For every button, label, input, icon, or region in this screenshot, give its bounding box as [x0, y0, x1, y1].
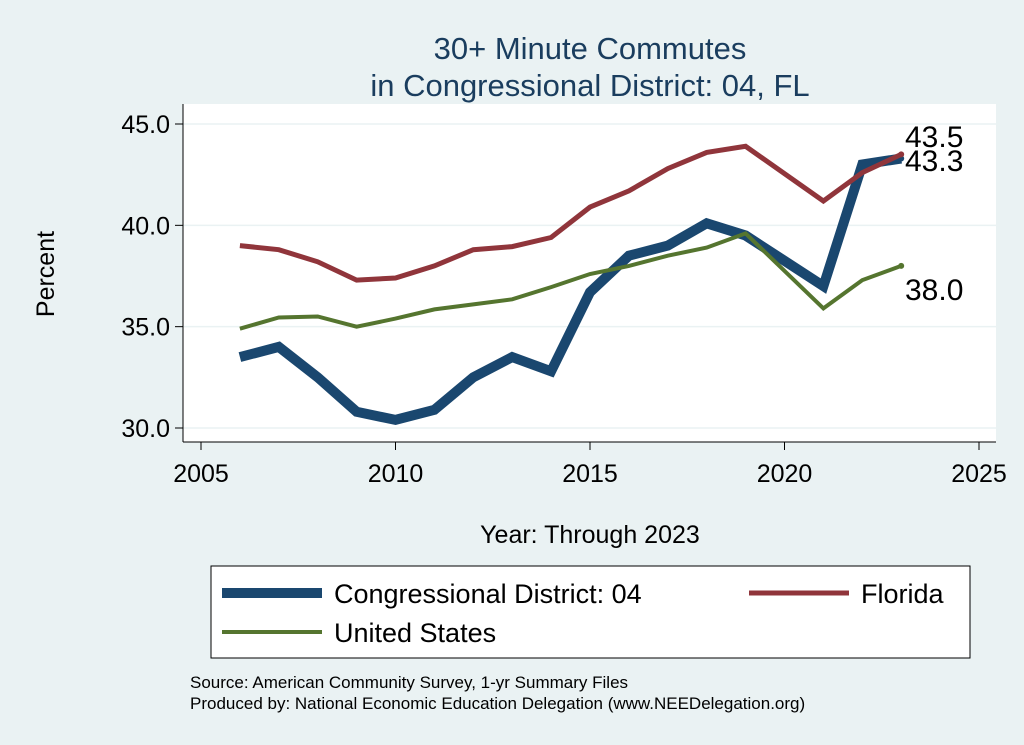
series-end-point-2 [898, 262, 905, 269]
series-end-point-1 [898, 151, 905, 158]
series-line-0 [238, 153, 902, 426]
chart-title-line-2: in Congressional District: 04, FL [370, 68, 809, 103]
end-labels: 43.343.5 38.0 [905, 121, 963, 307]
y-tick-label-40: 40.0 [121, 212, 170, 240]
legend-label-1: Florida [861, 579, 945, 609]
source-line-2: Produced by: National Economic Education… [190, 694, 805, 713]
series-line-2 [239, 231, 902, 331]
end-label-2: 38.0 [905, 274, 963, 307]
y-tick-label-35: 35.0 [121, 314, 170, 342]
y-tick-label-45: 45.0 [121, 111, 170, 139]
grid-lines [183, 123, 996, 429]
legend-label-2: United States [334, 618, 496, 648]
legend: Congressional District: 04 Florida United … [222, 579, 945, 648]
end-label-1: 43.5 [905, 121, 963, 154]
series-line-1 [239, 143, 903, 283]
x-tick-label-2015: 2015 [562, 460, 618, 488]
end-label-0: 43.3 [905, 145, 963, 178]
x-tick-label-2025: 2025 [951, 460, 1007, 488]
y-axis-label: Percent [32, 231, 60, 317]
series-lines [238, 143, 905, 426]
legend-box [210, 565, 971, 659]
x-axis-label: Year: Through 2023 [480, 521, 700, 549]
y-tick-label-30: 30.0 [121, 415, 170, 443]
source-line-1: Source: American Community Survey, 1-yr … [190, 673, 628, 692]
axes: 30.0 35.0 40.0 45.0 2005 2010 2015 2020 2025 [121, 104, 1007, 488]
x-tick-label-2020: 2020 [757, 460, 813, 488]
legend-label-0: Congressional District: 04 [334, 579, 642, 609]
x-tick-label-2010: 2010 [368, 460, 424, 488]
chart-title-line-1: 30+ Minute Commutes [434, 31, 747, 66]
x-tick-label-2005: 2005 [173, 460, 229, 488]
